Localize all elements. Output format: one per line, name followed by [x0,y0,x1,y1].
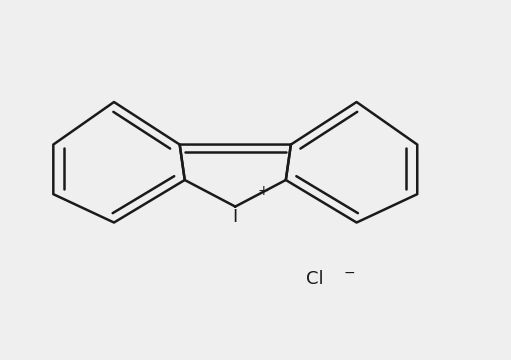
Text: −: − [344,266,356,280]
Text: Cl: Cl [306,270,323,288]
Text: +: + [257,184,269,198]
Text: I: I [233,208,238,226]
